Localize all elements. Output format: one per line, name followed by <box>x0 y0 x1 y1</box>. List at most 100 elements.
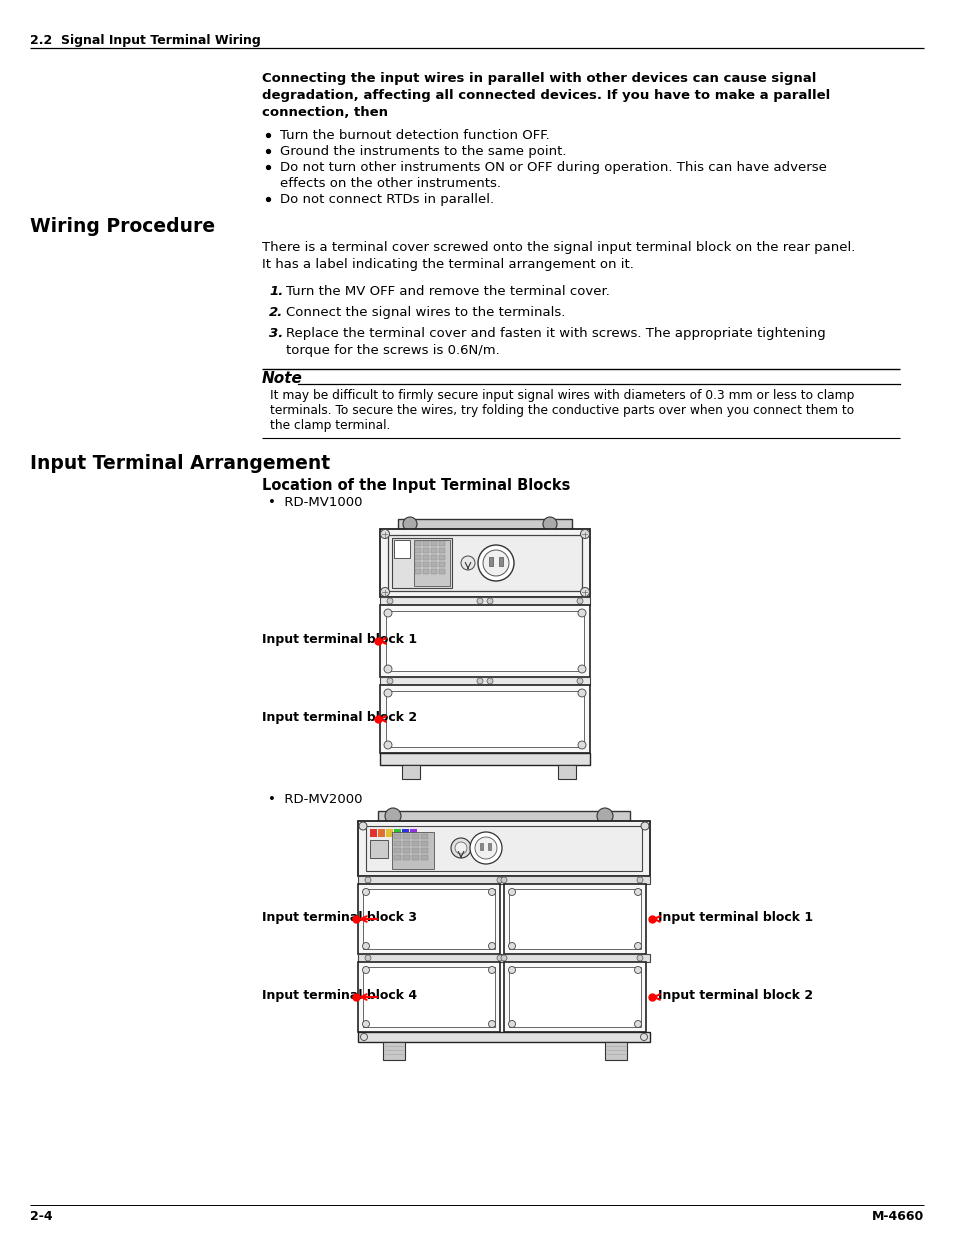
Circle shape <box>577 598 582 604</box>
Bar <box>386 611 583 671</box>
Bar <box>431 562 436 567</box>
Text: Input terminal block 1: Input terminal block 1 <box>658 911 812 924</box>
Bar <box>420 834 428 839</box>
Text: 2-4: 2-4 <box>30 1210 52 1223</box>
Bar <box>402 855 410 860</box>
Bar <box>357 876 649 884</box>
Circle shape <box>637 877 642 883</box>
Circle shape <box>475 837 497 860</box>
Text: 2.: 2. <box>269 306 283 319</box>
Circle shape <box>488 888 495 895</box>
Circle shape <box>578 609 585 618</box>
Text: Input terminal block 4: Input terminal block 4 <box>262 989 416 1002</box>
Circle shape <box>597 808 613 824</box>
Text: It has a label indicating the terminal arrangement on it.: It has a label indicating the terminal a… <box>262 258 633 270</box>
Bar <box>431 548 436 553</box>
Bar <box>402 834 410 839</box>
Text: Note: Note <box>262 370 302 387</box>
Bar <box>382 1042 405 1060</box>
Circle shape <box>634 967 640 973</box>
Bar <box>357 884 499 953</box>
Bar <box>379 597 589 605</box>
Text: Location of the Input Terminal Blocks: Location of the Input Terminal Blocks <box>262 478 570 493</box>
Text: degradation, affecting all connected devices. If you have to make a parallel: degradation, affecting all connected dev… <box>262 89 829 103</box>
Bar <box>414 540 450 585</box>
Circle shape <box>497 955 502 961</box>
Bar <box>604 1042 626 1060</box>
Bar <box>415 541 420 546</box>
Text: Turn the MV OFF and remove the terminal cover.: Turn the MV OFF and remove the terminal … <box>286 285 609 298</box>
Circle shape <box>508 967 515 973</box>
Bar <box>420 841 428 846</box>
Text: 1.: 1. <box>269 285 283 298</box>
Circle shape <box>384 609 392 618</box>
Bar <box>394 848 400 853</box>
Bar <box>377 829 385 837</box>
Bar <box>394 834 400 839</box>
Bar <box>392 538 452 588</box>
Bar <box>489 557 493 566</box>
Bar <box>438 562 444 567</box>
Circle shape <box>639 1034 647 1041</box>
Circle shape <box>402 517 416 531</box>
Circle shape <box>508 942 515 950</box>
Bar <box>357 953 649 962</box>
Bar <box>422 555 429 559</box>
Bar <box>438 555 444 559</box>
Circle shape <box>358 823 367 830</box>
Circle shape <box>486 678 493 684</box>
Bar <box>386 692 583 747</box>
Circle shape <box>488 942 495 950</box>
Text: Wiring Procedure: Wiring Procedure <box>30 217 214 236</box>
Text: Input terminal block 3: Input terminal block 3 <box>262 911 416 924</box>
Bar <box>366 826 641 871</box>
Bar <box>431 555 436 559</box>
Bar <box>431 541 436 546</box>
Circle shape <box>362 942 369 950</box>
Circle shape <box>470 832 501 864</box>
Bar <box>509 967 640 1028</box>
Circle shape <box>578 664 585 673</box>
Text: effects on the other instruments.: effects on the other instruments. <box>280 177 500 190</box>
Circle shape <box>508 1020 515 1028</box>
Circle shape <box>387 598 393 604</box>
Bar <box>412 841 418 846</box>
Bar <box>370 840 388 858</box>
Text: connection, then: connection, then <box>262 106 388 119</box>
Bar <box>415 562 420 567</box>
Bar <box>394 855 400 860</box>
Circle shape <box>579 530 589 538</box>
Circle shape <box>500 877 506 883</box>
Bar <box>438 541 444 546</box>
Bar <box>392 832 434 869</box>
Bar <box>503 962 645 1032</box>
Circle shape <box>360 1034 367 1041</box>
Bar <box>412 834 418 839</box>
Bar <box>422 562 429 567</box>
Bar <box>415 569 420 574</box>
Bar <box>402 848 410 853</box>
Text: Input terminal block 1: Input terminal block 1 <box>262 634 416 646</box>
Bar <box>394 829 400 837</box>
Bar <box>401 764 419 779</box>
Bar <box>370 829 376 837</box>
Circle shape <box>542 517 557 531</box>
Circle shape <box>578 689 585 697</box>
Circle shape <box>482 550 509 576</box>
Text: Input terminal block 2: Input terminal block 2 <box>658 989 812 1002</box>
Text: Input terminal block 2: Input terminal block 2 <box>262 711 416 724</box>
Text: 2.2  Signal Input Terminal Wiring: 2.2 Signal Input Terminal Wiring <box>30 35 260 47</box>
Bar <box>438 569 444 574</box>
Bar <box>394 540 410 558</box>
Bar <box>412 848 418 853</box>
Bar <box>558 764 576 779</box>
Bar <box>363 967 495 1028</box>
Bar <box>386 829 393 837</box>
Text: It may be difficult to firmly secure input signal wires with diameters of 0.3 mm: It may be difficult to firmly secure inp… <box>270 389 854 403</box>
Circle shape <box>362 888 369 895</box>
Bar <box>420 855 428 860</box>
Bar <box>363 889 495 948</box>
Circle shape <box>577 678 582 684</box>
Text: terminals. To secure the wires, try folding the conductive parts over when you c: terminals. To secure the wires, try fold… <box>270 404 853 417</box>
Circle shape <box>384 689 392 697</box>
